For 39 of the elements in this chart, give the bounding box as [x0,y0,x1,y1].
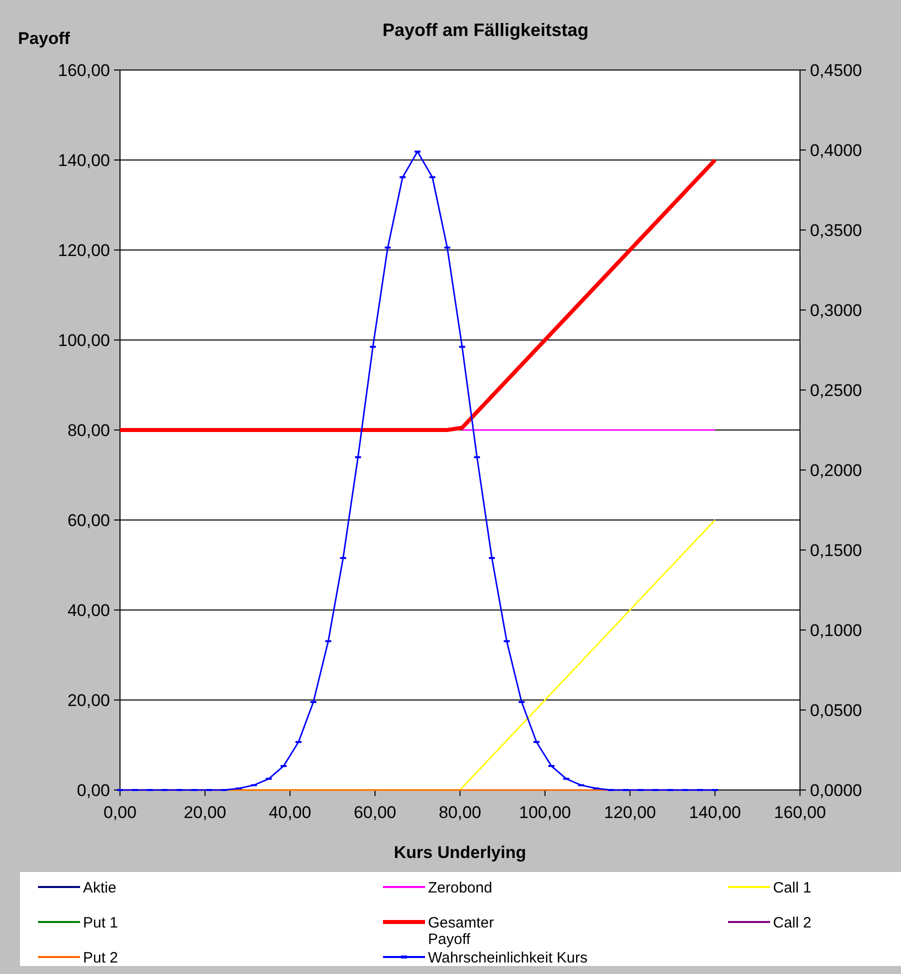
y2-tick-label: 0,2000 [810,460,862,480]
x-tick-label: 120,00 [604,803,656,822]
x-tick-label: 80,00 [438,803,482,822]
legend-label: Wahrscheinlichkeit Kurs [428,949,588,966]
legend-label: Put 2 [83,949,118,966]
y2-tick-label: 0,4500 [810,60,862,80]
chart-title: Payoff am Fälligkeitstag [382,20,589,40]
y-tick-label: 20,00 [67,690,110,710]
y-tick-label: 80,00 [67,420,110,440]
legend-label: Zerobond [428,879,492,896]
y-tick-label: 140,00 [58,150,110,170]
legend-label: Call 1 [773,879,812,896]
x-tick-label: 40,00 [268,803,312,822]
x-axis-title: Kurs Underlying [394,843,526,862]
y2-tick-label: 0,2500 [810,380,862,400]
y-tick-label: 160,00 [58,60,110,80]
x-tick-label: 0,00 [103,803,137,822]
legend-label: Put 1 [83,914,118,932]
legend-label: Aktie [83,879,116,896]
x-tick-label: 140,00 [689,803,741,822]
x-tick-label: 160,00 [774,803,826,822]
y2-tick-label: 0,0000 [810,780,862,800]
legend-label: Call 2 [773,914,812,932]
y2-tick-label: 0,3000 [810,300,862,320]
legend-label: Gesamter Payoff [428,914,494,948]
x-tick-label: 60,00 [354,803,396,822]
y2-tick-label: 0,1500 [810,540,862,560]
x-tick-label: 100,00 [519,803,571,822]
y-tick-label: 100,00 [58,330,110,350]
y2-tick-label: 0,0500 [810,700,862,720]
y-tick-label: 0,00 [76,780,110,800]
y2-tick-label: 0,4000 [810,140,862,160]
y-tick-label: 120,00 [58,240,110,260]
y-axis-title: Payoff [18,29,70,48]
y2-tick-label: 0,3500 [810,220,862,240]
y2-tick-label: 0,1000 [810,620,862,640]
y-tick-label: 40,00 [67,600,110,620]
y-tick-label: 60,00 [67,510,110,530]
x-tick-label: 20,00 [184,803,226,822]
